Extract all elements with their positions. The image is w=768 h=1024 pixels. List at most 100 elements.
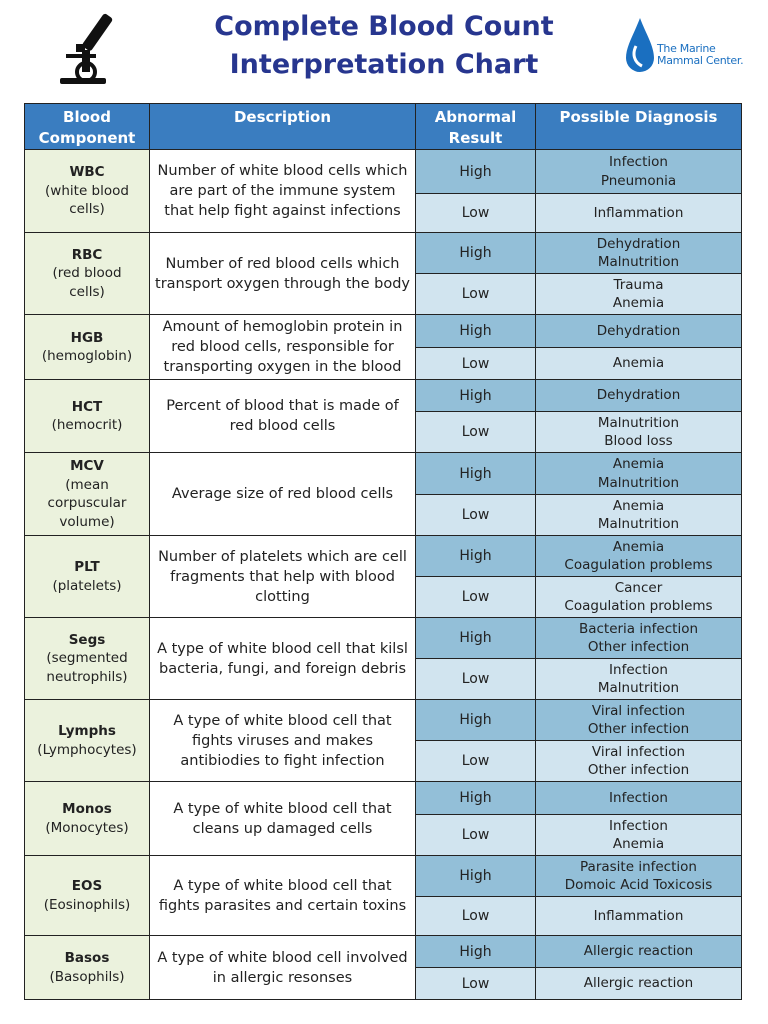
- component-detail: (Eosinophils): [43, 896, 131, 913]
- diagnosis-line: Infection: [609, 789, 668, 806]
- result-cell: Low: [415, 273, 536, 315]
- diagnosis-cell: Infection Anemia: [535, 814, 742, 856]
- diagnosis-line: Viral infection: [591, 743, 686, 760]
- result-cell: Low: [415, 494, 536, 536]
- component-name: Monos: [62, 801, 112, 817]
- component-name: MCV: [70, 458, 104, 474]
- diagnosis-cell: Inflammation: [535, 193, 742, 233]
- description-cell: Amount of hemoglobin protein in red bloo…: [149, 314, 416, 380]
- diagnosis-line: Anemia: [612, 456, 665, 472]
- diagnosis-cell: Anemia Malnutrition: [535, 452, 742, 495]
- logo-drop: [626, 18, 654, 72]
- diagnosis-cell: Anemia: [535, 347, 742, 380]
- component-detail: (white blood cells): [45, 182, 129, 218]
- component-detail: (hemoglobin): [41, 348, 133, 364]
- result-cell: High: [415, 535, 536, 577]
- description-cell: A type of white blood cell that fights v…: [149, 699, 416, 782]
- description-cell: Number of platelets which are cell fragm…: [149, 535, 416, 618]
- description-cell: A type of white blood cell that fights p…: [149, 855, 416, 936]
- result-cell: High: [415, 379, 536, 412]
- component-cell: WBC (white blood cells): [24, 149, 150, 233]
- diagnosis-cell: Bacteria infection Other infection: [535, 617, 742, 659]
- diagnosis-cell: Parasite infection Domoic Acid Toxicosis: [535, 855, 742, 897]
- component-cell: HGB (hemoglobin): [24, 314, 150, 380]
- component-cell: MCV (mean corpuscular volume): [24, 452, 150, 536]
- diagnosis-line: Dehydration: [596, 235, 681, 252]
- component-name: HCT: [71, 398, 103, 415]
- diagnosis-line: Parasite infection: [580, 858, 697, 875]
- component-cell: HCT (hemocrit): [24, 379, 150, 453]
- component-name: Segs: [68, 631, 106, 648]
- result-cell: High: [415, 855, 536, 897]
- diagnosis-line: Malnutrition: [597, 254, 680, 270]
- diagnosis-line: Anemia: [612, 497, 665, 514]
- diagnosis-line: Allergic reaction: [583, 975, 694, 992]
- diagnosis-cell: Viral infection Other infection: [535, 699, 742, 741]
- diagnosis-line: Viral infection: [591, 702, 686, 719]
- diagnosis-cell: Cancer Coagulation problems: [535, 576, 742, 618]
- component-name: PLT: [74, 559, 100, 575]
- result-cell: Low: [415, 658, 536, 700]
- diagnosis-line: Pneumonia: [600, 172, 677, 189]
- diagnosis-line: Other infection: [587, 762, 690, 778]
- logo-line: Mammal Center.: [657, 54, 744, 67]
- result-cell: Low: [415, 814, 536, 856]
- column-header: Blood Component: [24, 103, 150, 150]
- component-name: Basos: [64, 950, 110, 966]
- result-cell: Low: [415, 411, 536, 453]
- diagnosis-cell: Viral infection Other infection: [535, 740, 742, 782]
- component-cell: RBC (red blood cells): [24, 232, 150, 315]
- microscope-icon: [60, 13, 113, 84]
- title: Complete Blood Count Interpretation Chart: [150, 8, 618, 84]
- component-cell: Segs (segmented neutrophils): [24, 617, 150, 700]
- diagnosis-line: Anemia: [612, 836, 665, 852]
- diagnosis-cell: Inflammation: [535, 896, 742, 936]
- result-cell: High: [415, 149, 536, 194]
- component-cell: Monos (Monocytes): [24, 781, 150, 856]
- component-detail: (Monocytes): [45, 819, 129, 836]
- diagnosis-line: Inflammation: [593, 907, 684, 924]
- description-cell: A type of white blood cell that kilsl ba…: [149, 617, 416, 700]
- description-cell: A type of white blood cell involved in a…: [149, 935, 416, 1000]
- result-cell: Low: [415, 896, 536, 936]
- component-detail: (segmented neutrophils): [46, 650, 128, 685]
- component-name: WBC: [69, 164, 105, 181]
- column-header: Abnormal Result: [415, 103, 536, 150]
- diagnosis-cell: Dehydration: [535, 314, 742, 348]
- component-cell: EOS (Eosinophils): [24, 855, 150, 936]
- diagnosis-line: Malnutrition: [597, 414, 680, 431]
- diagnosis-cell: Malnutrition Blood loss: [535, 411, 742, 453]
- result-cell: Low: [415, 740, 536, 782]
- diagnosis-line: Other infection: [587, 639, 690, 655]
- component-cell: Basos (Basophils): [24, 935, 150, 1000]
- diagnosis-cell: Anemia Coagulation problems: [535, 535, 742, 577]
- description-cell: Average size of red blood cells: [149, 452, 416, 536]
- diagnosis-line: Allergic reaction: [583, 943, 694, 960]
- diagnosis-line: Blood loss: [604, 433, 673, 449]
- diagnosis-line: Trauma: [613, 276, 664, 293]
- result-cell: Low: [415, 193, 536, 233]
- result-cell: Low: [415, 347, 536, 380]
- component-name: EOS: [71, 878, 103, 894]
- diagnosis-line: Malnutrition: [597, 516, 680, 532]
- description-cell: Number of red blood cells which transpor…: [149, 232, 416, 315]
- diagnosis-cell: Infection Malnutrition: [535, 658, 742, 700]
- diagnosis-line: Coagulation problems: [564, 598, 713, 614]
- result-cell: High: [415, 452, 536, 495]
- diagnosis-cell: Trauma Anemia: [535, 273, 742, 315]
- description-cell: A type of white blood cell that cleans u…: [149, 781, 416, 856]
- component-name: HGB: [70, 329, 104, 346]
- diagnosis-line: Malnutrition: [597, 680, 680, 696]
- diagnosis-line: Inflammation: [593, 204, 684, 221]
- result-cell: Low: [415, 576, 536, 618]
- component-name: Lymphs: [58, 723, 116, 739]
- diagnosis-line: Coagulation problems: [564, 557, 713, 573]
- component-name: RBC: [71, 246, 103, 263]
- diagnosis-line: Infection: [609, 661, 668, 678]
- component-detail: (red blood cells): [52, 265, 122, 300]
- diagnosis-cell: Anemia Malnutrition: [535, 494, 742, 536]
- component-cell: Lymphs (Lymphocytes): [24, 699, 150, 782]
- result-cell: High: [415, 699, 536, 741]
- description-cell: Number of white blood cells which are pa…: [149, 149, 416, 233]
